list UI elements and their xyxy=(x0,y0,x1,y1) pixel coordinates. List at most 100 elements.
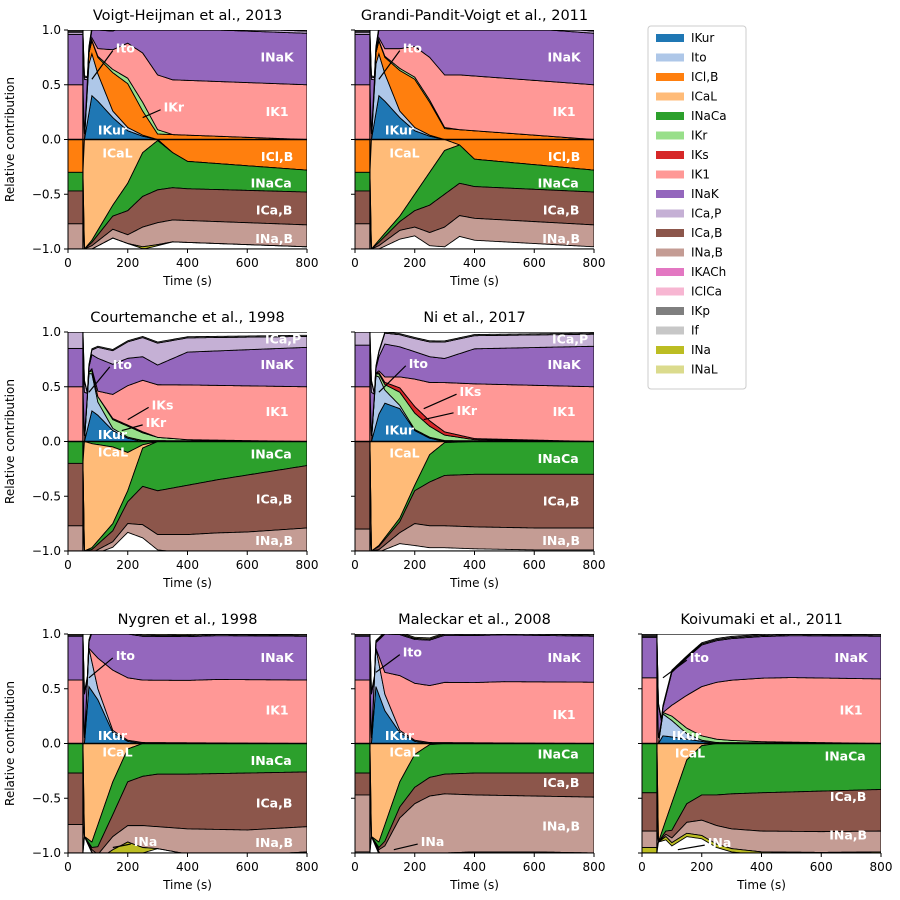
series-label: IKur xyxy=(98,728,128,743)
band-ina-b xyxy=(68,824,84,853)
x-tick-label: 0 xyxy=(64,860,72,874)
series-label: INaK xyxy=(261,650,296,665)
x-tick-label: 800 xyxy=(296,558,319,572)
y-tick-label: −1.0 xyxy=(32,544,61,558)
series-label: INaK xyxy=(261,49,296,64)
band-inak xyxy=(355,635,371,681)
x-tick-label: 800 xyxy=(296,860,319,874)
label-leader xyxy=(88,366,111,393)
legend-entry: ICa,B xyxy=(691,226,722,240)
series-label: IKr xyxy=(457,403,478,418)
panel-title: Koivumaki et al., 2011 xyxy=(680,612,842,628)
series-label: INaCa xyxy=(538,746,579,761)
label-leader xyxy=(423,412,454,421)
series-label: INaCa xyxy=(251,753,292,768)
band-ica-p xyxy=(355,332,371,346)
panel-1: Ito IKr INaK IK1 IKur ICaL ICl,B INaCa ICa,B INa,… xyxy=(3,8,318,288)
series-label: ICaL xyxy=(98,444,128,459)
band-inak xyxy=(68,33,84,86)
series-label: ICa,B xyxy=(256,796,293,811)
label-leader xyxy=(423,393,457,410)
band-ica-b xyxy=(355,772,371,796)
series-label: ICaL xyxy=(389,446,419,461)
label-leader xyxy=(378,50,401,80)
series-label: ICa,B xyxy=(256,492,293,507)
legend-entry: INa xyxy=(691,343,711,357)
x-axis-label: Time (s) xyxy=(449,576,499,590)
band-ica-p xyxy=(68,332,84,349)
series-label: INa,B xyxy=(255,835,293,850)
x-tick-label: 800 xyxy=(296,256,319,270)
band-ica-b xyxy=(355,190,371,225)
label-leader xyxy=(375,654,401,673)
label-leader xyxy=(112,843,131,849)
band-inaca xyxy=(355,171,371,192)
legend-swatch xyxy=(656,346,684,354)
legend-entry: Ito xyxy=(691,51,707,65)
panel-title: Nygren et al., 1998 xyxy=(118,612,258,628)
y-tick-label: −0.5 xyxy=(32,791,61,805)
x-tick-label: 200 xyxy=(403,558,426,572)
series-label: ICa,P xyxy=(552,332,588,347)
plot-area xyxy=(355,634,594,853)
x-tick-label: 800 xyxy=(583,860,606,874)
legend-entry: IKur xyxy=(691,31,714,45)
series-label: ICa,B xyxy=(543,775,580,790)
x-axis-label: Time (s) xyxy=(162,576,212,590)
y-tick-label: 0.0 xyxy=(42,435,61,449)
y-tick-label: −0.5 xyxy=(32,489,61,503)
legend: IKur Ito ICl,B ICaL INaCa IKr IKs IK1 INaK ICa,P I… xyxy=(647,25,747,390)
x-axis-label: Time (s) xyxy=(162,878,212,892)
band-if xyxy=(68,30,84,33)
x-tick-label: 400 xyxy=(463,256,486,270)
x-tick-label: 600 xyxy=(523,860,546,874)
band-ica-b xyxy=(68,772,84,825)
area-ina-b xyxy=(355,743,594,853)
x-tick-label: 800 xyxy=(583,558,606,572)
band-ik1 xyxy=(355,679,371,744)
series-label: INa,B xyxy=(542,533,580,548)
band-ik1 xyxy=(355,386,371,442)
y-tick-label: 0.5 xyxy=(42,380,61,394)
legend-swatch xyxy=(656,365,684,374)
series-label: IK1 xyxy=(266,104,289,119)
area-inak xyxy=(68,30,307,140)
legend-swatch xyxy=(656,209,684,218)
series-label: IKur xyxy=(385,123,415,138)
series-label: IKur xyxy=(98,427,128,442)
legend-swatch xyxy=(656,131,684,140)
x-tick-label: 400 xyxy=(176,860,199,874)
x-tick-label: 200 xyxy=(116,256,139,270)
panel-9: Ito INaK IK1 IKur ICaL INaCa ICa,B INa INa,B 0 200… xyxy=(638,612,892,892)
x-tick-label: 0 xyxy=(64,256,72,270)
legend-swatch xyxy=(656,326,684,335)
series-label: ICa,B xyxy=(256,203,293,218)
y-tick-label: −1.0 xyxy=(32,846,61,860)
x-tick-label: 400 xyxy=(176,256,199,270)
series-label: Ito xyxy=(409,356,429,371)
series-label: INa,B xyxy=(542,231,580,246)
legend-entry: ICa,P xyxy=(691,207,721,221)
y-tick-label: 0.5 xyxy=(42,78,61,92)
label-leader xyxy=(127,406,149,421)
band-ina-b xyxy=(68,223,84,249)
series-label: INaK xyxy=(548,650,583,665)
band-ik1 xyxy=(68,386,84,442)
x-axis-label: Time (s) xyxy=(162,274,212,288)
series-label: IKur xyxy=(385,423,415,438)
series-label: IK1 xyxy=(553,104,576,119)
legend-swatch xyxy=(656,268,684,276)
x-tick-label: 0 xyxy=(64,558,72,572)
y-axis-label: Relative contribution xyxy=(3,681,17,806)
band-ina-b xyxy=(68,525,84,551)
legend-entry: INaK xyxy=(691,187,720,201)
band-ica-b xyxy=(642,792,658,832)
plot-area xyxy=(355,332,594,551)
x-tick-label: 600 xyxy=(810,860,833,874)
band-ica-b xyxy=(68,462,84,527)
series-label: INaCa xyxy=(538,451,579,466)
x-tick-label: 0 xyxy=(351,558,359,572)
series-label: IKr xyxy=(164,100,185,115)
